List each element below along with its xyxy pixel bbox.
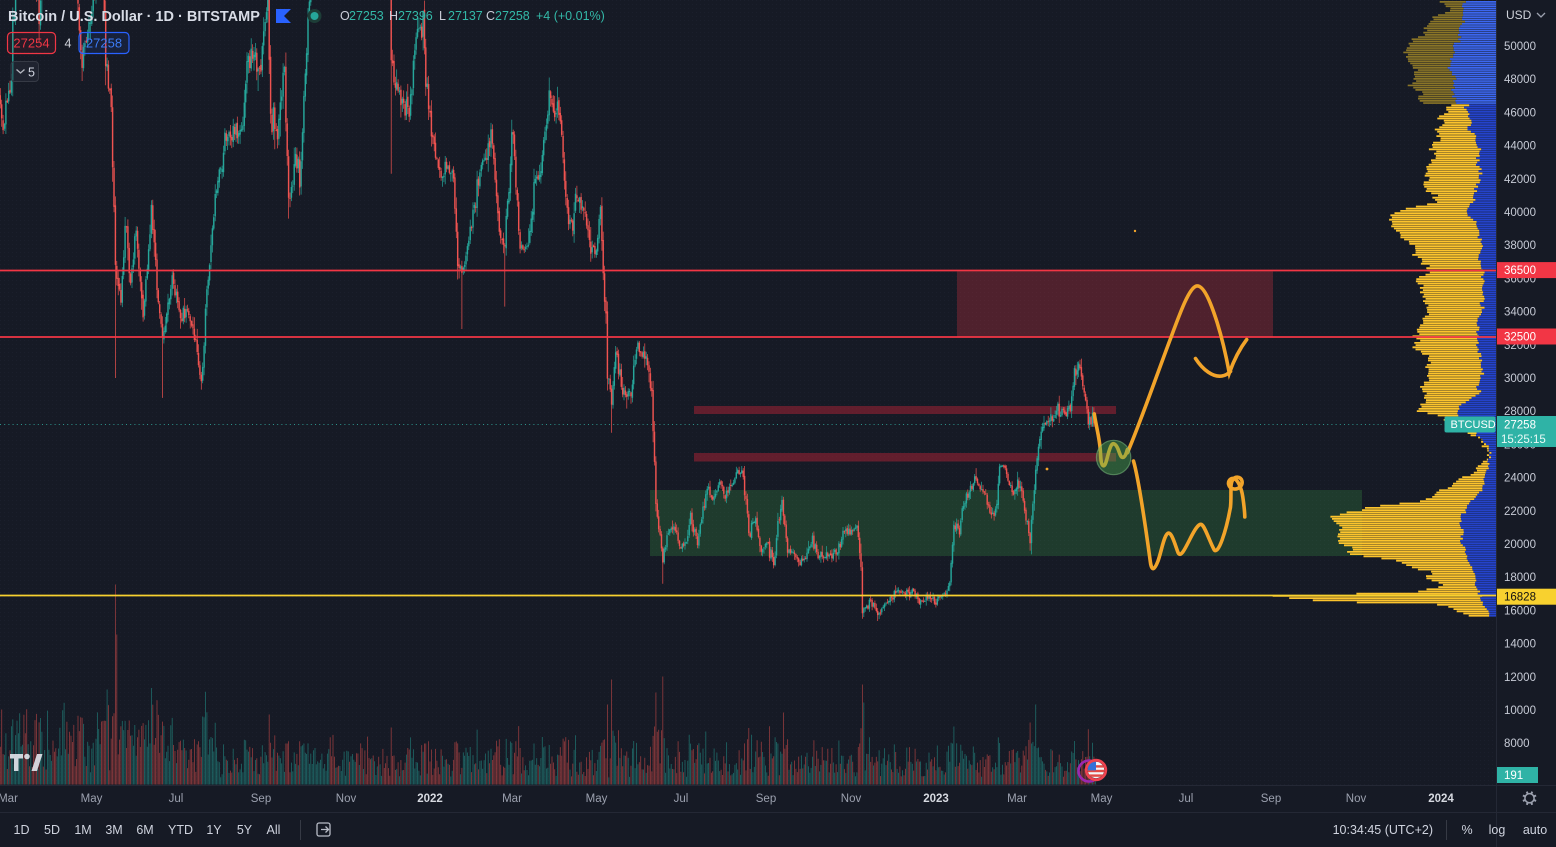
svg-text:8000: 8000: [1504, 738, 1530, 750]
svg-text:2024: 2024: [1428, 793, 1454, 805]
svg-text:log: log: [1489, 823, 1506, 837]
svg-text:10:34:45 (UTC+2): 10:34:45 (UTC+2): [1333, 823, 1433, 837]
svg-text:Nov: Nov: [336, 793, 357, 805]
svg-text:191: 191: [1504, 770, 1523, 782]
svg-text:May: May: [586, 793, 608, 805]
svg-text:BTCUSD: BTCUSD: [1451, 419, 1496, 431]
svg-text:%: %: [1461, 823, 1472, 837]
svg-text:44000: 44000: [1504, 141, 1536, 153]
svg-text:27258: 27258: [86, 36, 122, 51]
svg-text:20000: 20000: [1504, 539, 1536, 551]
svg-text:50000: 50000: [1504, 41, 1536, 53]
svg-text:Sep: Sep: [251, 793, 271, 805]
svg-text:Mar: Mar: [502, 793, 522, 805]
svg-text:27396: 27396: [398, 9, 433, 23]
svg-text:5Y: 5Y: [237, 823, 253, 837]
svg-text:40000: 40000: [1504, 207, 1536, 219]
svg-text:16000: 16000: [1504, 605, 1536, 617]
svg-text:5D: 5D: [44, 823, 60, 837]
svg-text:38000: 38000: [1504, 240, 1536, 252]
svg-text:5: 5: [28, 66, 35, 80]
svg-text:36500: 36500: [1504, 265, 1536, 277]
svg-text:27258: 27258: [1504, 420, 1536, 432]
svg-text:C: C: [486, 9, 495, 23]
svg-text:48000: 48000: [1504, 74, 1536, 86]
svg-text:H: H: [389, 9, 398, 23]
svg-text:auto: auto: [1523, 823, 1547, 837]
svg-text:1Y: 1Y: [206, 823, 222, 837]
svg-text:1D: 1D: [14, 823, 30, 837]
svg-text:14000: 14000: [1504, 639, 1536, 651]
svg-text:32500: 32500: [1504, 332, 1536, 344]
svg-text:34000: 34000: [1504, 307, 1536, 319]
svg-text:All: All: [267, 823, 281, 837]
svg-text:3M: 3M: [105, 823, 122, 837]
svg-text:Mar: Mar: [1007, 793, 1027, 805]
svg-text:Jul: Jul: [674, 793, 689, 805]
svg-text:27137: 27137: [448, 9, 483, 23]
svg-text:2022: 2022: [417, 793, 443, 805]
svg-text:Nov: Nov: [1346, 793, 1367, 805]
svg-text:Sep: Sep: [1261, 793, 1281, 805]
svg-text:O: O: [340, 9, 350, 23]
svg-text:4: 4: [65, 37, 72, 51]
svg-text:Bitcoin / U.S. Dollar · 1D · B: Bitcoin / U.S. Dollar · 1D · BITSTAMP: [8, 9, 260, 25]
svg-text:L: L: [439, 9, 446, 23]
svg-text:Nov: Nov: [841, 793, 862, 805]
svg-text:42000: 42000: [1504, 174, 1536, 186]
svg-text:27253: 27253: [349, 9, 384, 23]
svg-text:+4 (+0.01%): +4 (+0.01%): [536, 9, 605, 23]
svg-text:28000: 28000: [1504, 406, 1536, 418]
svg-text:Jul: Jul: [169, 793, 184, 805]
svg-text:12000: 12000: [1504, 672, 1536, 684]
svg-text:30000: 30000: [1504, 373, 1536, 385]
svg-text:24000: 24000: [1504, 473, 1536, 485]
svg-text:1M: 1M: [74, 823, 91, 837]
svg-text:27258: 27258: [495, 9, 530, 23]
svg-text:15:25:15: 15:25:15: [1501, 434, 1546, 446]
svg-text:Mar: Mar: [0, 793, 18, 805]
svg-text:May: May: [81, 793, 103, 805]
svg-text:46000: 46000: [1504, 107, 1536, 119]
svg-text:YTD: YTD: [168, 823, 193, 837]
svg-text:27254: 27254: [13, 36, 49, 51]
svg-text:10000: 10000: [1504, 705, 1536, 717]
svg-text:Sep: Sep: [756, 793, 776, 805]
svg-text:USD: USD: [1506, 8, 1532, 22]
svg-text:18000: 18000: [1504, 572, 1536, 584]
svg-text:16828: 16828: [1504, 592, 1536, 604]
svg-text:6M: 6M: [136, 823, 153, 837]
svg-text:May: May: [1091, 793, 1113, 805]
svg-text:Jul: Jul: [1179, 793, 1194, 805]
svg-text:2023: 2023: [923, 793, 949, 805]
svg-text:22000: 22000: [1504, 506, 1536, 518]
